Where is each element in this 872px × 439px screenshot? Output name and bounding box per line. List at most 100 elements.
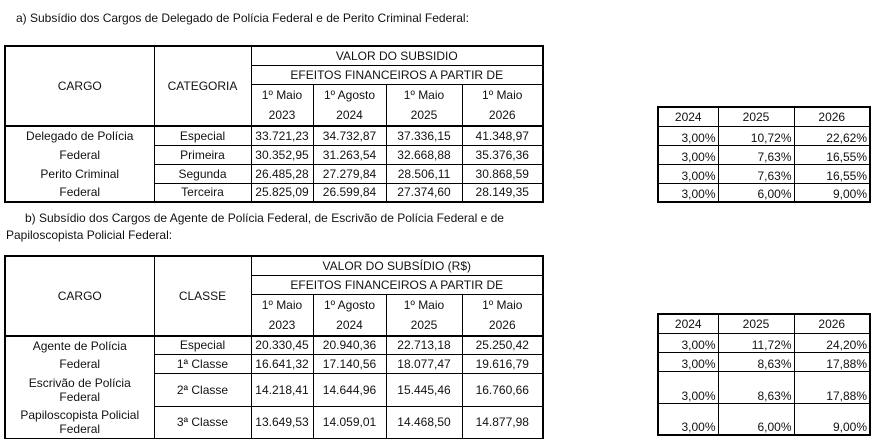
pct-header: 2024 (657, 313, 719, 334)
value-cell: 13.649,53 (250, 406, 314, 439)
value-cell: 22.713,18 (385, 335, 463, 355)
pct-cell: 16,55% (793, 163, 871, 184)
pct-cell: 22,62% (793, 125, 871, 146)
section-b-caption-line2: Papiloscopista Policial Federal: (6, 228, 173, 242)
header-cargo: CARGO (4, 255, 155, 337)
value-cell: 30.868,59 (461, 163, 544, 184)
table-row: 3,00% 10,72% 22,62% (657, 125, 871, 146)
pct-cell: 3,00% (657, 332, 719, 353)
pct-cell: 3,00% (657, 182, 719, 203)
pct-header: 2026 (793, 313, 871, 334)
header-efeitos: EFEITOS FINANCEIROS A PARTIR DE (250, 64, 544, 85)
pct-header: 2026 (793, 106, 871, 127)
table-row: 3,00% 8,63% 17,88% (657, 370, 871, 404)
table-a: CARGO CATEGORIA VALOR DO SUBSIDIO EFEITO… (4, 45, 544, 203)
table-row: Delegado de Polícia Especial 33.721,23 3… (5, 125, 544, 146)
table-row: 3,00% 7,63% 16,55% (657, 144, 871, 165)
value-cell: 41.348,97 (461, 125, 544, 146)
pct-cell: 24,20% (793, 332, 871, 353)
value-cell: 20.330,45 (250, 335, 314, 355)
header-date: 1º Maio 2023 (250, 293, 314, 337)
table-row: 3,00% 6,00% 9,00% (657, 182, 871, 203)
header-date: 1º Maio 2023 (250, 83, 314, 127)
value-cell: 28.506,11 (385, 163, 463, 184)
cargo-cell: Papiloscopista Policial Federal (20, 408, 140, 436)
value-cell: 14.059,01 (312, 406, 387, 439)
categoria-cell: Especial (153, 125, 252, 146)
categoria-cell: Primeira (153, 144, 252, 165)
section-a-caption: a) Subsídio dos Cargos de Delegado de Po… (16, 11, 469, 25)
value-cell: 20.940,36 (312, 335, 387, 355)
classe-cell: 1ª Classe (153, 354, 252, 374)
value-cell: 28.149,35 (461, 182, 544, 203)
pct-header: 2025 (717, 313, 795, 334)
value-cell: 32.668,88 (385, 144, 463, 165)
table-row: Agente de Polícia Especial 20.330,45 20.… (5, 335, 544, 355)
pct-cell: 8,63% (717, 351, 795, 372)
value-cell: 30.352,95 (250, 144, 314, 165)
pct-cell: 10,72% (717, 125, 795, 146)
pct-cell: 3,00% (657, 370, 719, 404)
value-cell: 27.374,60 (385, 182, 463, 203)
table-row: Papiloscopista Policial Federal 3ª Class… (5, 406, 544, 439)
header-date: 1º Maio 2025 (385, 293, 463, 337)
pct-cell: 9,00% (793, 182, 871, 203)
table-row: 3,00% 11,72% 24,20% (657, 332, 871, 353)
cargo-cell: Federal (59, 357, 101, 371)
pct-cell: 17,88% (793, 351, 871, 372)
pct-cell: 17,88% (793, 370, 871, 404)
value-cell: 26.599,84 (312, 182, 387, 203)
value-cell: 14.877,98 (461, 406, 544, 439)
header-categoria: CATEGORIA (153, 45, 252, 127)
pct-cell: 3,00% (657, 351, 719, 372)
table-b: CARGO CLASSE VALOR DO SUBSÍDIO (R$) EFEI… (4, 255, 545, 439)
categoria-cell: Terceira (153, 182, 252, 203)
header-classe: CLASSE (153, 255, 252, 337)
table-row: Federal 1ª Classe 16.641,32 17.140,56 18… (5, 354, 544, 374)
header-date: 1º Agosto 2024 (312, 83, 387, 127)
pct-cell: 3,00% (657, 144, 719, 165)
value-cell: 25.825,09 (250, 182, 314, 203)
value-cell: 37.336,15 (385, 125, 463, 146)
pct-cell: 3,00% (657, 402, 719, 436)
pct-cell: 16,55% (793, 144, 871, 165)
cargo-cell: Agente de Polícia (32, 338, 127, 353)
pct-cell: 3,00% (657, 163, 719, 184)
value-cell: 27.279,84 (312, 163, 387, 184)
classe-cell: Especial (153, 335, 252, 355)
header-cargo: CARGO (4, 45, 155, 127)
value-cell: 15.445,46 (385, 373, 463, 407)
table-row: Federal Terceira 25.825,09 26.599,84 27.… (5, 182, 544, 203)
header-date: 1º Maio 2025 (385, 83, 463, 127)
classe-cell: 3ª Classe (153, 406, 252, 439)
cargo-cell: Federal (59, 185, 101, 199)
pct-header: 2025 (717, 106, 795, 127)
pct-cell: 3,00% (657, 125, 719, 146)
table-row: 3,00% 8,63% 17,88% (657, 351, 871, 372)
pct-cell: 7,63% (717, 144, 795, 165)
cargo-cell: Perito Criminal (40, 166, 120, 181)
header-date: 1º Agosto 2024 (312, 293, 387, 337)
section-b-caption-line1: b) Subsídio dos Cargos de Agente de Polí… (25, 211, 504, 225)
value-cell: 19.616,79 (461, 354, 544, 374)
categoria-cell: Segunda (153, 163, 252, 184)
header-date: 1º Maio 2026 (461, 83, 544, 127)
table-row: 3,00% 7,63% 16,55% (657, 163, 871, 184)
value-cell: 16.760,66 (461, 373, 544, 407)
classe-cell: 2ª Classe (153, 373, 252, 407)
header-efeitos: EFEITOS FINANCEIROS A PARTIR DE (250, 274, 544, 295)
value-cell: 14.644,96 (312, 373, 387, 407)
table-row: Escrivão de Polícia Federal 2ª Classe 14… (5, 373, 544, 407)
cargo-cell: Escrivão de Polícia Federal (28, 376, 131, 404)
value-cell: 26.485,28 (250, 163, 314, 184)
pct-cell: 6,00% (717, 402, 795, 436)
pct-cell: 6,00% (717, 182, 795, 203)
pct-table-a: 2024 2025 2026 3,00% 10,72% 22,62% 3,00% 7,… (657, 106, 871, 203)
value-cell: 17.140,56 (312, 354, 387, 374)
cargo-cell: Delegado de Polícia (26, 129, 134, 143)
value-cell: 35.376,36 (461, 144, 544, 165)
header-date: 1º Maio 2026 (461, 293, 544, 337)
pct-cell: 7,63% (717, 163, 795, 184)
pct-cell: 9,00% (793, 402, 871, 436)
